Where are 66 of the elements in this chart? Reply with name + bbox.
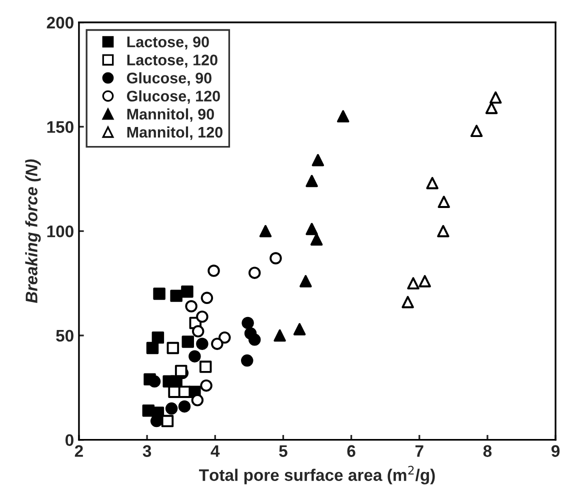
point [248,266,261,279]
x-tick-label: 4 [210,445,220,457]
point [242,316,254,330]
point [336,110,350,122]
y-tick-label: 200 [46,16,74,29]
y-tick-label: 0 [65,434,74,446]
point [199,360,212,373]
point [293,323,306,336]
point [274,329,286,342]
legend-label: Mannitol, 120 [127,126,222,140]
point [146,342,159,354]
point [490,91,502,104]
point [418,275,431,288]
y-axis-title: Breaking force (N) [25,159,41,304]
point [437,224,450,238]
x-tick-label: 9 [551,445,560,457]
point [185,300,198,312]
legend-label: Glucose, 90 [126,72,212,86]
point [306,174,318,188]
point [192,325,204,338]
y-tick-label: 100 [47,226,74,238]
point [170,290,182,302]
point [196,338,208,350]
point [152,331,164,344]
point [248,334,261,346]
point [402,296,414,308]
point [438,196,450,208]
x-tick-label: 8 [483,445,492,457]
point [485,102,498,114]
x-tick-label: 7 [415,445,424,457]
legend-label: Lactose, 120 [127,54,218,68]
y-tick-label: 150 [47,121,74,133]
point [182,336,194,348]
x-tick-label: 2 [74,445,83,457]
point [166,342,180,354]
x-tick-label: 5 [279,445,288,457]
x-tick-label: 3 [142,445,152,457]
point [208,264,220,277]
point [306,222,318,236]
point [241,354,254,367]
point [300,275,312,288]
point [200,379,212,392]
point [310,233,323,246]
x-axis-title: Total pore surface area (m$^{2}$/g) [199,466,435,484]
point [259,224,272,238]
point [188,350,201,362]
point [196,310,208,323]
point [426,176,438,190]
legend-label: Lactose, 90 [127,36,209,50]
point [211,338,224,350]
point [161,414,174,428]
point [312,154,324,166]
point [191,394,204,406]
point [270,252,282,264]
x-tick-label: 6 [347,445,356,457]
point [181,286,194,298]
point [407,277,420,290]
point [200,292,214,304]
legend-label: Mannitol, 90 [127,108,214,122]
point [153,288,166,300]
point [165,402,178,415]
y-tick-label: 50 [56,330,74,342]
legend-label: Glucose, 120 [126,90,220,104]
point [148,375,161,388]
point [470,124,483,138]
point [178,400,191,413]
